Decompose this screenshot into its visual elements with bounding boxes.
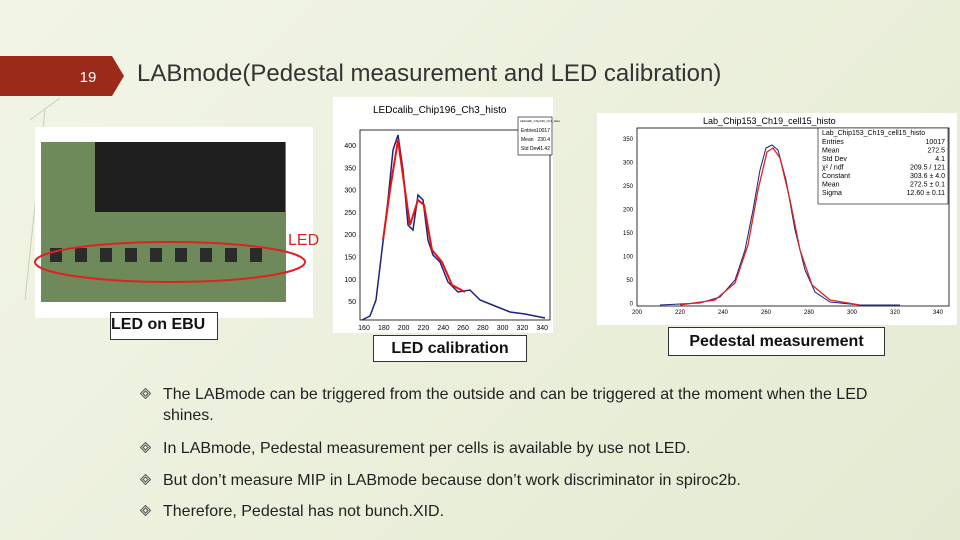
histogram-title: LEDcalib_Chip196_Ch3_histo: [373, 105, 507, 116]
stat-name: Sigma: [822, 190, 842, 197]
led-highlight: [34, 241, 306, 283]
x-tick-label: 220: [418, 325, 430, 332]
bullet: In LABmode, Pedestal measurement per cel…: [140, 438, 900, 459]
y-tick-label: 150: [623, 231, 634, 237]
led-caption: LED calibration: [373, 335, 527, 362]
bullet: The LABmode can be triggered from the ou…: [140, 384, 900, 426]
x-tick-label: 260: [761, 310, 772, 316]
stat-name: χ² / ndf: [822, 165, 844, 172]
bullet-icon: [140, 442, 151, 453]
x-tick-label: 160: [358, 325, 370, 332]
x-tick-label: 220: [675, 310, 686, 316]
bullet: But don’t measure MIP in LABmode because…: [140, 470, 900, 491]
slide-number: 19: [80, 69, 97, 86]
led-label: LED: [288, 232, 319, 249]
led-row: [50, 248, 262, 262]
bullet-icon: [140, 388, 151, 399]
x-tick-label: 320: [890, 310, 901, 316]
histogram-title: Lab_Chip153_Ch19_cell15_histo: [703, 116, 836, 126]
x-tick-label: 180: [378, 325, 390, 332]
x-tick-label: 200: [632, 310, 643, 316]
stat-value: 209.5 / 121: [910, 165, 945, 172]
stat-value: 272.5: [927, 148, 945, 155]
y-tick-label: 300: [344, 188, 356, 195]
number-tab: [0, 56, 124, 96]
stat-name: Std Dev: [822, 156, 847, 163]
y-tick-label: 300: [623, 161, 634, 167]
y-tick-label: 50: [626, 278, 633, 284]
slide-title: LABmode(Pedestal measurement and LED cal…: [137, 60, 721, 87]
stat-value: 41.42: [537, 146, 550, 152]
led-histogram: LEDcalib_Chip196_Ch3_histo LEDcalib_Chip…: [333, 97, 560, 333]
x-tick-label: 300: [497, 325, 509, 332]
y-tick-label: 50: [348, 299, 356, 306]
stat-name: Constant: [822, 173, 850, 180]
x-tick-label: 240: [437, 325, 449, 332]
y-tick-label: 250: [344, 210, 356, 217]
stat-value: 12.60 ± 0.11: [907, 190, 945, 197]
chip: [95, 142, 285, 212]
bullet-icon: [140, 505, 151, 516]
x-tick-label: 260: [457, 325, 469, 332]
stat-value: 10017: [536, 128, 550, 134]
x-tick-label: 320: [517, 325, 529, 332]
y-tick-label: 250: [623, 184, 634, 190]
x-tick-label: 280: [804, 310, 815, 316]
x-tick-label: 340: [536, 325, 548, 332]
photo-caption: LED on EBU: [110, 312, 218, 340]
pedestal-caption: Pedestal measurement: [668, 327, 885, 356]
bullet: Therefore, Pedestal has not bunch.XID.: [140, 501, 900, 522]
bullet-text: Therefore, Pedestal has not bunch.XID.: [163, 503, 445, 520]
stat-name: Mean: [521, 137, 534, 143]
y-tick-label: 150: [344, 255, 356, 262]
x-tick-label: 240: [718, 310, 729, 316]
bullet-text: The LABmode can be triggered from the ou…: [163, 386, 868, 424]
stat-name: Mean: [822, 148, 840, 155]
stat-value: 303.6 ± 4.0: [910, 173, 945, 180]
stat-value: 4.1: [935, 156, 945, 163]
stat-name: Entries: [822, 139, 844, 146]
x-tick-label: 340: [933, 310, 944, 316]
y-tick-label: 200: [344, 232, 356, 239]
bullet-icon: [140, 474, 151, 485]
y-tick-label: 400: [344, 143, 356, 150]
x-tick-label: 280: [477, 325, 489, 332]
stat-value: 272.5 ± 0.1: [910, 182, 945, 189]
stat-name: Mean: [822, 182, 840, 189]
stat-name: Std Dev: [521, 146, 539, 152]
stat-value: 230.4: [537, 137, 550, 143]
bullet-text: In LABmode, Pedestal measurement per cel…: [163, 440, 691, 457]
x-tick-label: 200: [398, 325, 410, 332]
stat-name: Entries: [521, 128, 537, 134]
y-tick-label: 100: [623, 255, 634, 261]
y-tick-label: 200: [623, 208, 634, 214]
y-tick-label: 350: [344, 165, 356, 172]
y-tick-label: 350: [623, 137, 634, 143]
stats-header: LEDcalib_Chip196_Ch3_histo: [520, 119, 560, 123]
stat-value: 10017: [926, 139, 946, 146]
stats-header: Lab_Chip153_Ch19_cell15_histo: [822, 130, 925, 137]
x-tick-label: 300: [847, 310, 858, 316]
y-tick-label: 100: [344, 277, 356, 284]
pedestal-histogram: Lab_Chip153_Ch19_cell15_histo Lab_Chip15…: [597, 113, 957, 325]
y-tick-label: 0: [630, 302, 634, 308]
bullet-text: But don’t measure MIP in LABmode because…: [163, 472, 741, 489]
